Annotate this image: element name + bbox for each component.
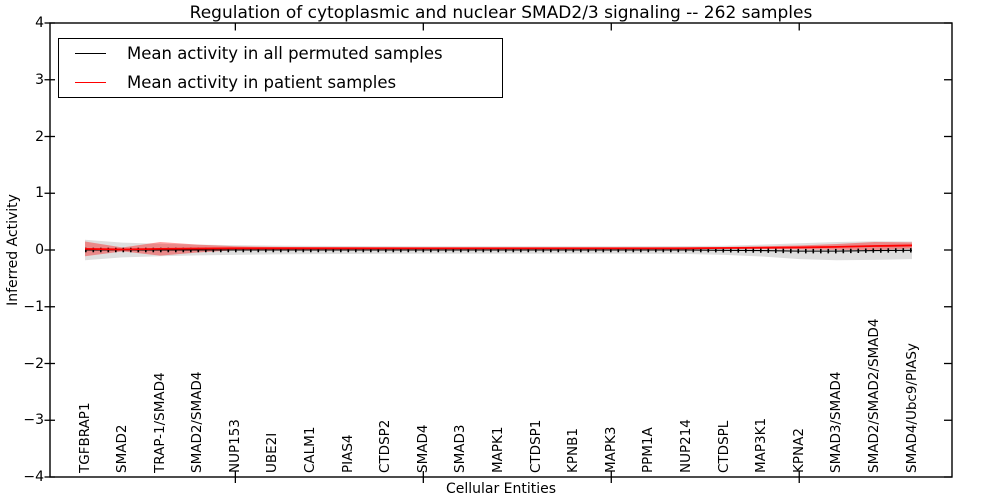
x-tick-label: MAPK3 (602, 426, 619, 473)
legend-label: Mean activity in all permuted samples (127, 44, 443, 63)
x-tick-label: SMAD3/SMAD4 (828, 371, 845, 473)
x-tick-label: TRAP-1/SMAD4 (151, 372, 168, 473)
permuted-line-swatch-icon (75, 53, 106, 54)
x-tick-label: SMAD2/SMAD4 (189, 371, 206, 473)
y-tick-label: −3 (23, 412, 44, 429)
x-tick-label: TGFBRAP1 (76, 402, 93, 473)
y-axis-label: Inferred Activity (5, 194, 21, 306)
y-tick-label: 3 (35, 71, 44, 88)
y-tick-label: −1 (23, 298, 44, 315)
x-tick-label: UBE2I (264, 432, 281, 473)
y-tick-label: 2 (35, 128, 44, 145)
x-tick-label: SMAD4/Ubc9/PIASy (903, 343, 920, 473)
y-tick-label: −4 (23, 469, 44, 485)
x-tick-label: KPNB1 (565, 428, 582, 473)
legend-entry-patient: Mean activity in patient samples (59, 68, 502, 97)
legend-label: Mean activity in patient samples (127, 73, 397, 92)
patient-line-swatch-icon (75, 82, 106, 83)
mean-permuted-line-markers (85, 247, 913, 254)
x-axis-label: Cellular Entities (445, 481, 557, 497)
x-tick-label: CTDSPL (715, 420, 732, 473)
x-tick-label: SMAD2/SMAD2/SMAD4 (865, 318, 882, 473)
x-tick-label: SMAD4 (414, 424, 431, 473)
mean-patient-line (84, 244, 913, 251)
x-tick-label: CALM1 (302, 426, 319, 473)
x-tick-label: MAPK1 (490, 426, 506, 473)
x-tick-label: SMAD3 (452, 424, 469, 473)
y-tick-label: −2 (23, 355, 44, 372)
y-tick-label: 4 (35, 15, 44, 31)
x-tick-label: SMAD2 (114, 424, 131, 473)
legend: Mean activity in all permuted samples Me… (58, 38, 503, 98)
x-tick-label: MAP3K1 (753, 417, 770, 473)
x-tick-label: NUP214 (677, 419, 694, 473)
legend-entry-permuted: Mean activity in all permuted samples (59, 39, 502, 68)
y-tick-label: 0 (35, 242, 44, 258)
y-tick-label: 1 (35, 185, 44, 202)
x-tick-label: CTDSP2 (377, 419, 394, 473)
x-tick-label: PIAS4 (339, 434, 356, 473)
x-tick-label: CTDSP1 (527, 419, 544, 473)
x-tick-label: KPNA2 (790, 428, 807, 473)
x-tick-label: PPM1A (640, 427, 657, 473)
x-tick-label: NUP153 (226, 419, 243, 473)
chart-title: Regulation of cytoplasmic and nuclear SM… (189, 3, 813, 23)
